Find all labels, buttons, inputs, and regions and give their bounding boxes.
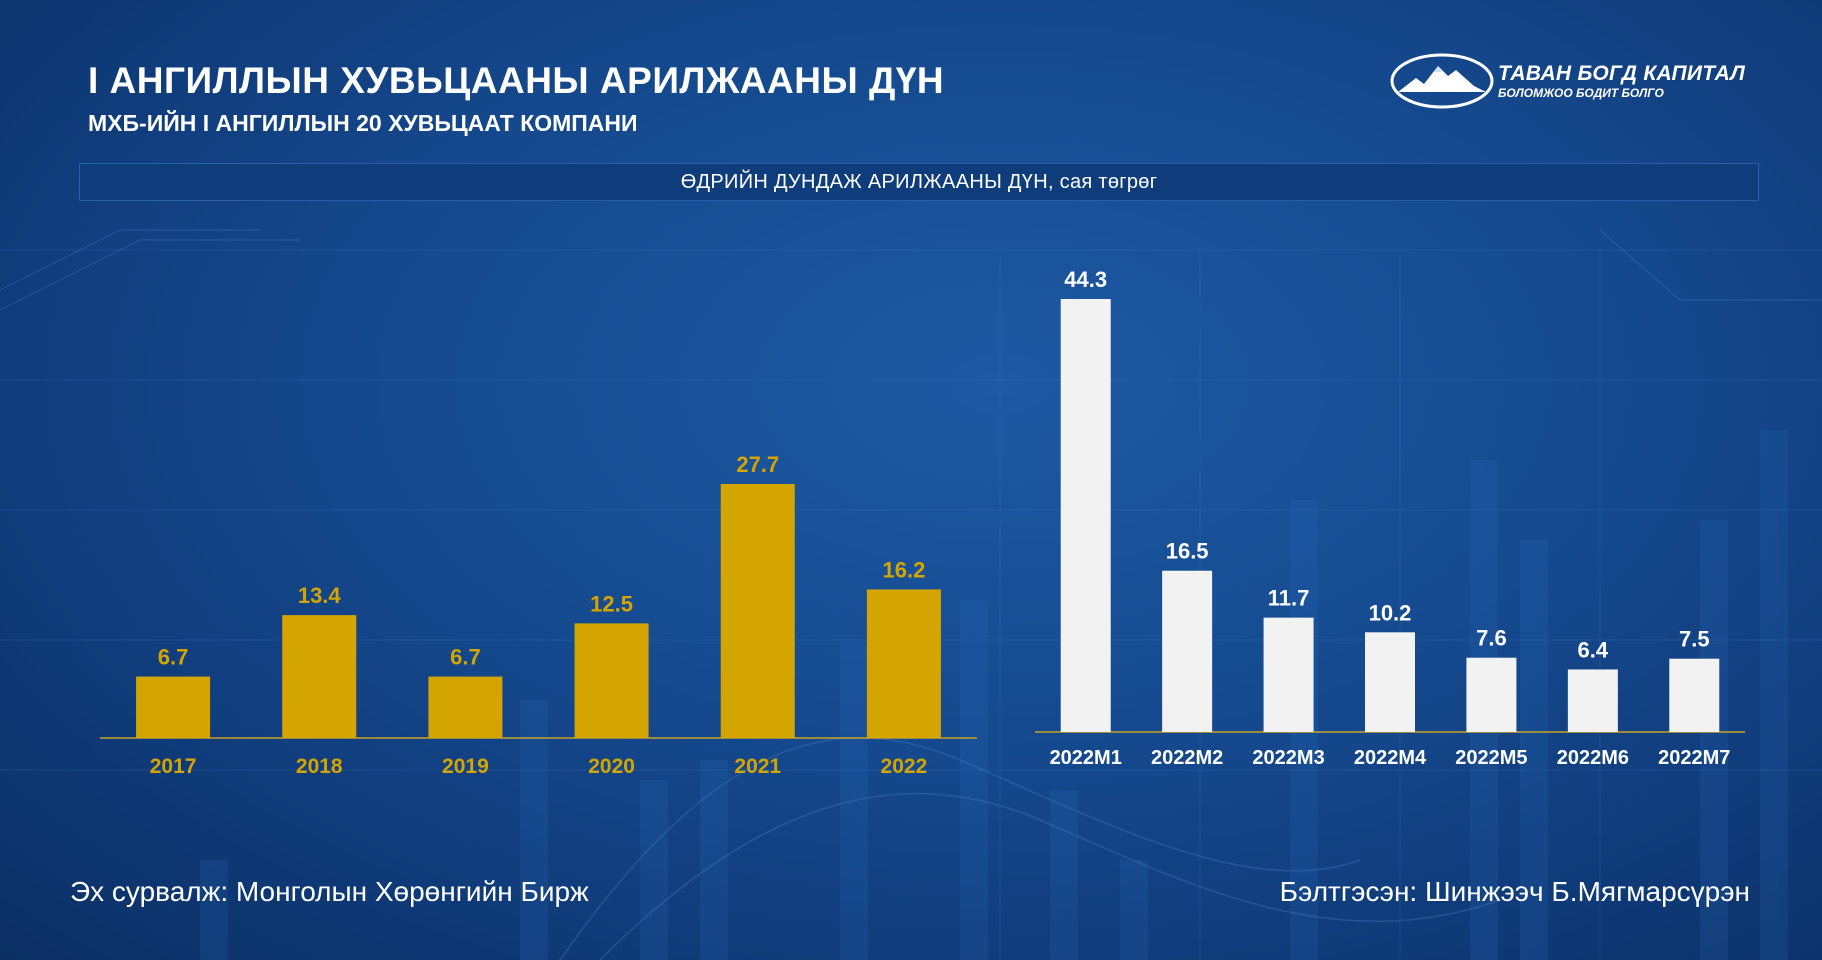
data-label: 10.2 xyxy=(1369,600,1412,625)
x-tick-label: 2018 xyxy=(296,755,343,778)
chart-banner: ӨДРИЙН ДУНДАЖ АРИЛЖААНЫ ДҮН, сая төгрөг xyxy=(79,163,1759,201)
data-label: 16.5 xyxy=(1166,539,1209,564)
x-tick-label: 2021 xyxy=(734,755,781,778)
data-label: 12.5 xyxy=(590,591,633,616)
bar xyxy=(1466,657,1517,732)
bar xyxy=(282,615,357,738)
bar xyxy=(136,676,211,738)
x-tick-label: 2022M1 xyxy=(1050,747,1122,769)
bar xyxy=(1162,570,1213,732)
data-label: 7.5 xyxy=(1679,627,1710,652)
bar xyxy=(1669,658,1720,732)
data-label: 44.3 xyxy=(1064,267,1107,292)
data-label: 16.2 xyxy=(883,557,926,582)
x-tick-label: 2022M7 xyxy=(1658,747,1730,769)
data-label: 6.4 xyxy=(1578,637,1609,662)
x-tick-label: 2022M4 xyxy=(1354,747,1427,769)
logo-name: ТАВАН БОГД КАПИТАЛ xyxy=(1498,62,1746,85)
source-note: Эх сурвалж: Монголын Хөрөнгийн Бирж xyxy=(70,876,589,907)
banner-label: ӨДРИЙН ДУНДАЖ АРИЛЖААНЫ ДҮН, сая төгрөг xyxy=(680,170,1158,193)
data-label: 6.7 xyxy=(450,645,481,670)
bar xyxy=(1365,632,1415,732)
bar xyxy=(1263,617,1314,732)
bar xyxy=(720,484,795,738)
bar xyxy=(866,589,941,738)
mountain-emblem-icon xyxy=(1390,53,1494,109)
data-label: 6.7 xyxy=(158,645,189,670)
page-subtitle: МХБ-ИЙН I АНГИЛЛЫН 20 ХУВЬЦААТ КОМПАНИ xyxy=(88,110,638,136)
x-tick-label: 2017 xyxy=(150,755,197,778)
x-tick-label: 2022M3 xyxy=(1252,747,1324,769)
x-tick-label: 2022M5 xyxy=(1455,747,1527,769)
data-label: 13.4 xyxy=(298,583,342,608)
bar xyxy=(1060,299,1111,732)
data-label: 27.7 xyxy=(736,452,779,477)
logo-tagline: БОЛОМЖОО БОДИТ БОЛГО xyxy=(1498,86,1664,100)
x-tick-label: 2020 xyxy=(588,755,635,778)
x-tick-label: 2022M2 xyxy=(1151,747,1223,769)
author-note: Бэлтгэсэн: Шинжээч Б.Мягмарсүрэн xyxy=(1279,876,1750,907)
bar xyxy=(428,676,503,738)
data-label: 7.6 xyxy=(1476,626,1507,651)
bar xyxy=(1567,669,1618,732)
company-logo: ТАВАН БОГД КАПИТАЛ БОЛОМЖОО БОДИТ БОЛГО xyxy=(1390,48,1760,114)
x-tick-label: 2022 xyxy=(881,755,928,778)
bar xyxy=(574,623,649,738)
data-label: 11.7 xyxy=(1268,586,1310,611)
page-title: I АНГИЛЛЫН ХУВЬЦААНЫ АРИЛЖААНЫ ДҮН xyxy=(88,60,945,101)
x-tick-label: 2022M6 xyxy=(1557,747,1629,769)
x-tick-label: 2019 xyxy=(442,755,489,778)
